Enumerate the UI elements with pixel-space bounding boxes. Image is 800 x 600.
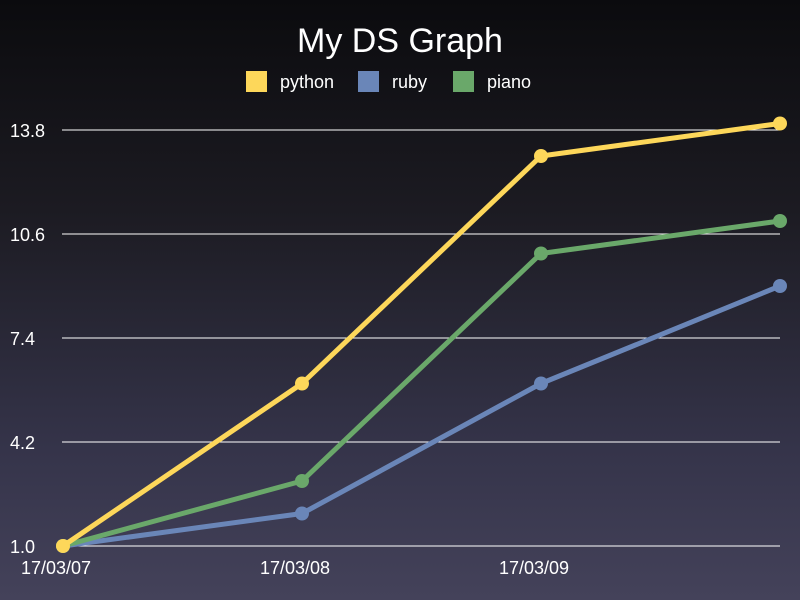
- data-point-ruby: [295, 506, 309, 521]
- data-point-ruby: [773, 279, 787, 293]
- data-point-python: [773, 116, 787, 131]
- legend-item-piano: piano: [453, 71, 531, 92]
- series-layer: [56, 116, 787, 553]
- chart-title: My DS Graph: [297, 22, 503, 60]
- data-point-ruby: [534, 376, 548, 391]
- series-line-ruby: [60, 283, 783, 549]
- series-python: [56, 116, 787, 553]
- legend-item-ruby: ruby: [358, 71, 427, 92]
- data-point-piano: [295, 474, 309, 488]
- y-tick-label: 1.0: [10, 537, 35, 557]
- series-line-python: [60, 121, 783, 549]
- x-tick-label: 17/03/08: [260, 558, 330, 578]
- legend-item-python: python: [246, 71, 334, 92]
- data-point-python: [295, 376, 309, 391]
- legend-label: python: [280, 72, 334, 92]
- data-point-piano: [773, 214, 787, 228]
- data-point-piano: [534, 246, 548, 261]
- y-tick-label: 13.8: [10, 121, 45, 141]
- axis-layer: 1.0 4.2 7.4 10.6 13.8 17/03/07 17/03/08 17/03/0…: [10, 121, 569, 578]
- y-tick-label: 4.2: [10, 433, 35, 453]
- x-tick-label: 17/03/09: [499, 558, 569, 578]
- legend-swatch: [358, 71, 379, 92]
- legend-swatch: [453, 71, 474, 92]
- y-tick-label: 7.4: [10, 329, 35, 349]
- data-point-python: [534, 149, 548, 163]
- series-piano: [56, 214, 787, 553]
- series-ruby: [56, 279, 787, 553]
- legend-label: ruby: [392, 72, 427, 92]
- grid-layer: [62, 129, 780, 547]
- series-line-piano: [60, 218, 783, 549]
- legend-label: piano: [487, 72, 531, 92]
- x-tick-label: 17/03/07: [21, 558, 91, 578]
- data-point-python: [56, 539, 70, 553]
- y-tick-label: 10.6: [10, 225, 45, 245]
- legend: python ruby piano: [246, 71, 531, 92]
- legend-swatch: [246, 71, 267, 92]
